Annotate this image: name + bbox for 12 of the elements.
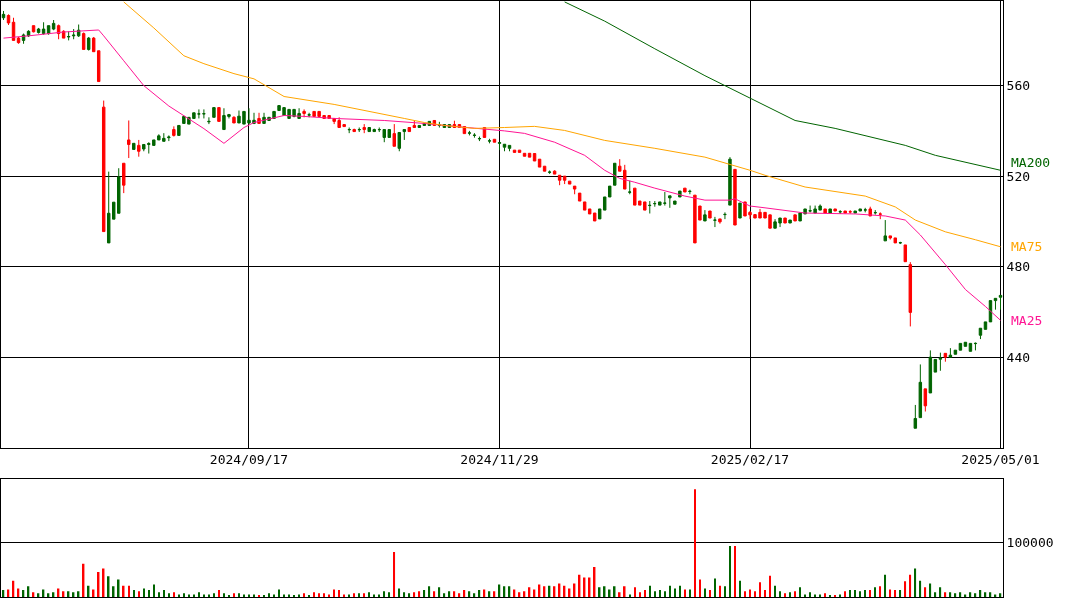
y-tick-label: 560 xyxy=(1006,78,1031,94)
y-tick-label: 440 xyxy=(1006,349,1031,365)
x-tick-label: 2025/05/01 xyxy=(961,452,1040,468)
series-label: MA200 xyxy=(1011,155,1051,170)
series-label: MA25 xyxy=(1011,313,1043,328)
x-tick-label: 2025/02/17 xyxy=(710,452,790,468)
y-tick-label: 100000 xyxy=(1006,534,1054,550)
series-label: MA75 xyxy=(1011,239,1043,254)
y-tick-label: 520 xyxy=(1006,168,1031,184)
x-tick-label: 2024/09/17 xyxy=(209,452,289,468)
x-tick-label: 2024/11/29 xyxy=(460,452,539,468)
y-tick-label: 480 xyxy=(1006,259,1031,275)
